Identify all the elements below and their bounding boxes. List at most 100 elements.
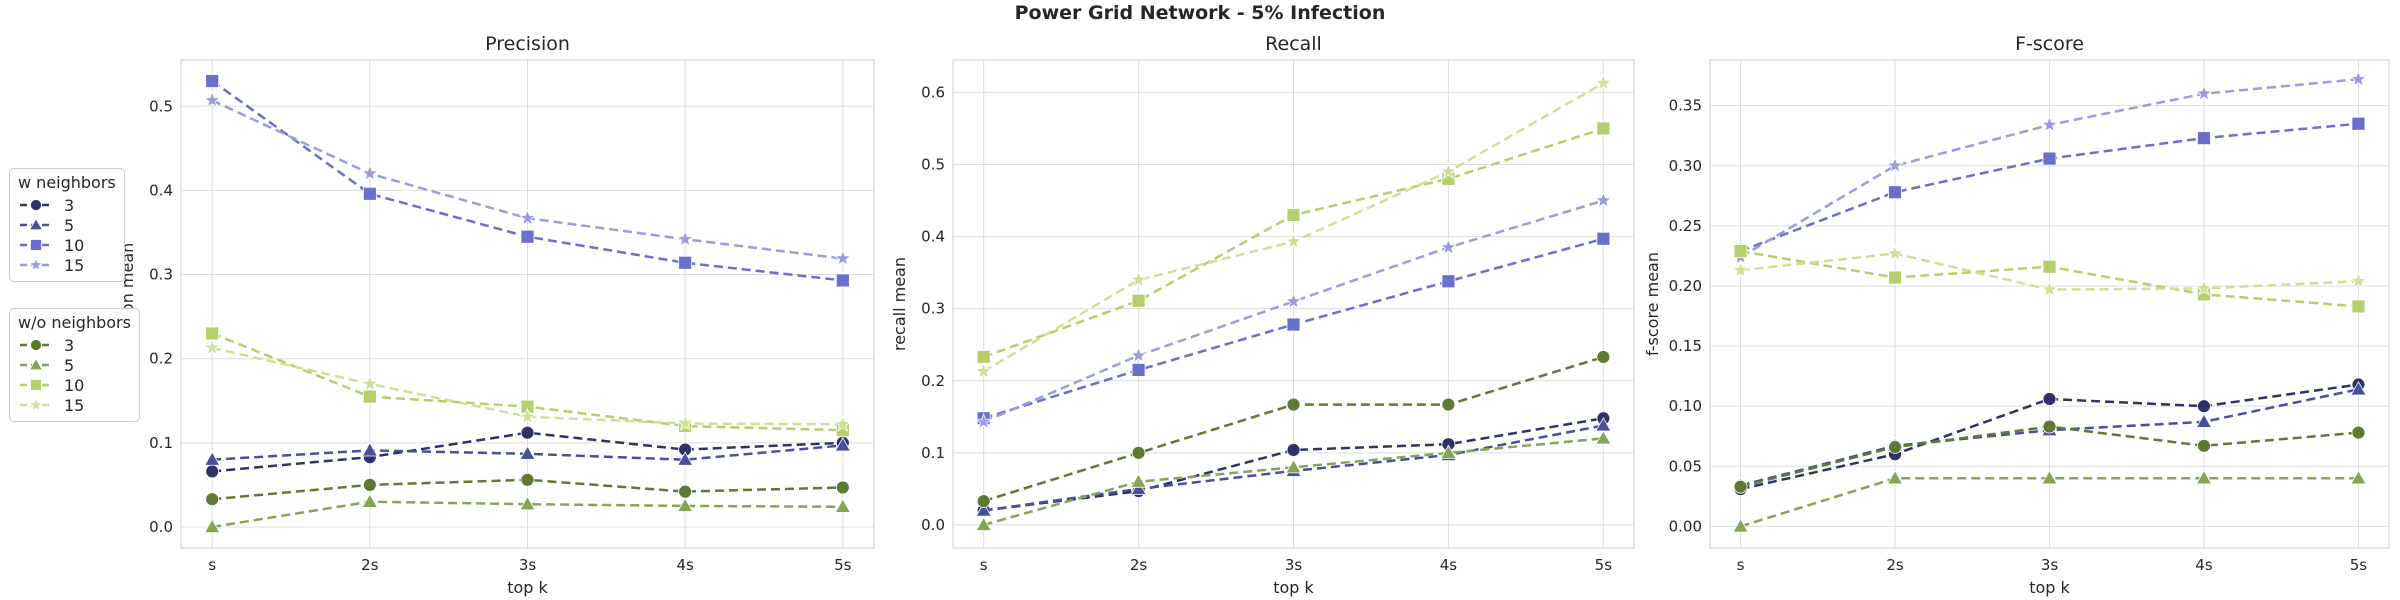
data-point xyxy=(2040,280,2059,297)
data-point xyxy=(676,451,694,466)
data-point xyxy=(1286,317,1301,332)
data-point xyxy=(1286,397,1301,412)
series-line xyxy=(212,500,843,529)
legend-label: 5 xyxy=(64,215,75,235)
data-point xyxy=(1441,397,1456,412)
data-point xyxy=(519,495,536,511)
data-point xyxy=(362,477,377,492)
data-point xyxy=(1594,191,1613,208)
y-tick-label: 0.0 xyxy=(921,516,945,534)
data-point xyxy=(361,164,379,182)
series-w-5 xyxy=(203,437,852,466)
legend-label: 15 xyxy=(64,395,85,415)
legend-swatch xyxy=(20,239,52,251)
data-point xyxy=(1888,185,1902,200)
data-point xyxy=(1130,473,1147,488)
legend-entry: 10 xyxy=(18,375,131,395)
y-tick-label: 0.6 xyxy=(921,83,945,101)
y-tick-label: 0.0 xyxy=(149,518,173,536)
data-point xyxy=(1733,244,1748,259)
y-tick-label: 0.25 xyxy=(1669,217,1702,235)
data-point xyxy=(834,437,852,452)
data-point xyxy=(2350,469,2367,485)
data-point xyxy=(2197,438,2211,453)
data-point xyxy=(975,502,992,517)
series-wo-5 xyxy=(975,430,1612,531)
data-point xyxy=(834,498,852,513)
y-tick-label: 0.2 xyxy=(921,372,945,390)
x-tick-label: 5s xyxy=(1595,556,1613,574)
y-tick-label: 0.4 xyxy=(921,228,945,246)
x-tick-label: 3s xyxy=(2041,556,2059,574)
data-point xyxy=(2040,115,2059,133)
x-tick-label: 4s xyxy=(676,556,694,574)
data-point xyxy=(974,362,993,379)
series-wo-15 xyxy=(974,73,1613,379)
figure-title: Power Grid Network - 5% Infection xyxy=(1014,2,1386,24)
data-point xyxy=(975,516,992,531)
y-tick-label: 0.3 xyxy=(921,300,945,318)
series-w-15 xyxy=(1731,70,2368,265)
data-point xyxy=(976,350,991,364)
data-point xyxy=(2197,131,2211,146)
data-point xyxy=(2042,151,2057,166)
series-wo-3 xyxy=(1733,419,2366,494)
data-point xyxy=(2195,279,2213,296)
data-point xyxy=(1732,518,1749,533)
panel-title: F-score xyxy=(2015,33,2084,55)
legend-swatch xyxy=(20,257,52,272)
y-tick-label: 0.20 xyxy=(1669,277,1702,295)
legend-title: w/o neighbors xyxy=(18,313,131,332)
x-tick-label: 3s xyxy=(519,556,537,574)
data-point xyxy=(2349,70,2368,87)
legend-label: 10 xyxy=(64,375,85,395)
data-point xyxy=(2351,116,2366,131)
data-point xyxy=(1733,479,1748,494)
legend-title: w neighbors xyxy=(18,173,116,192)
data-point xyxy=(2349,272,2368,289)
data-point xyxy=(678,255,693,270)
y-tick-label: 0.3 xyxy=(149,266,173,284)
data-point xyxy=(2042,419,2057,434)
data-point xyxy=(205,492,220,507)
data-point xyxy=(835,480,850,495)
data-point xyxy=(1439,238,1458,255)
legend-entry: 5 xyxy=(18,215,116,235)
legend-marker xyxy=(30,379,42,391)
y-tick-label: 0.4 xyxy=(149,181,173,199)
data-point xyxy=(1131,293,1146,308)
data-point xyxy=(1441,274,1456,289)
series-wo-15 xyxy=(203,338,852,432)
data-point xyxy=(2195,413,2213,428)
data-point xyxy=(974,412,993,430)
data-point xyxy=(520,472,535,487)
legend-label: 3 xyxy=(64,335,75,355)
legend-swatch xyxy=(20,199,52,211)
legend-marker xyxy=(28,397,44,412)
data-point xyxy=(519,445,536,460)
data-point xyxy=(361,442,379,457)
data-point xyxy=(520,425,535,440)
legend-swatch xyxy=(20,397,52,412)
data-point xyxy=(361,493,379,508)
legend-entry: 5 xyxy=(18,355,131,375)
data-point xyxy=(1129,346,1148,363)
legend-entry: 10 xyxy=(18,235,116,255)
data-point xyxy=(678,484,693,499)
x-axis-label: top k xyxy=(1273,578,1314,597)
legend-entry: 3 xyxy=(18,195,116,215)
legend-marker xyxy=(28,357,44,371)
data-point xyxy=(676,497,694,512)
legend-swatch xyxy=(20,357,52,371)
x-tick-label: 5s xyxy=(834,556,852,574)
x-tick-label: s xyxy=(208,556,216,574)
data-point xyxy=(1286,443,1301,457)
data-point xyxy=(1596,350,1611,364)
data-point xyxy=(2195,84,2213,101)
data-point xyxy=(203,338,221,356)
data-point xyxy=(1595,430,1612,445)
data-point xyxy=(2351,299,2366,314)
series-w-15 xyxy=(974,191,1613,430)
panel-recall: 0.0 0.1 0.2 0.3 0.4 0.5 0.6 s 2s 3s 4s 5s Recall top … xyxy=(890,33,1635,597)
y-tick-label: 0.10 xyxy=(1669,397,1702,415)
